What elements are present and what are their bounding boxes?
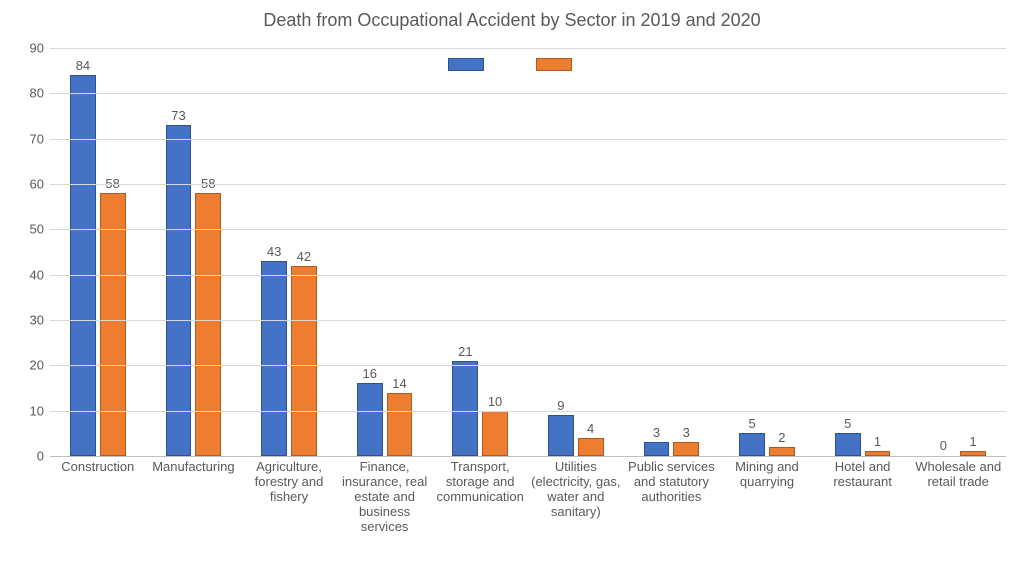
bar-value-label: 10	[488, 394, 502, 409]
grid-line	[50, 411, 1006, 412]
bar-value-label: 14	[392, 376, 406, 391]
bar: 3	[644, 442, 670, 456]
category-label: Hotel and restaurant	[815, 460, 911, 490]
bar-value-label: 42	[297, 249, 311, 264]
bar-value-label: 21	[458, 344, 472, 359]
bar-value-label: 2	[778, 430, 785, 445]
category-label: Finance, insurance, real estate and busi…	[337, 460, 433, 535]
y-tick-label: 90	[4, 41, 44, 56]
category-label: Mining and quarrying	[719, 460, 815, 490]
grid-line	[50, 184, 1006, 185]
bar-value-label: 5	[844, 416, 851, 431]
plot-area: 845873584342161421109433525101	[50, 48, 1006, 457]
bar: 42	[291, 266, 317, 456]
y-tick-label: 40	[4, 267, 44, 282]
bar-value-label: 43	[267, 244, 281, 259]
bar: 5	[835, 433, 861, 456]
bar: 58	[195, 193, 221, 456]
bar-value-label: 16	[363, 366, 377, 381]
y-tick-label: 20	[4, 358, 44, 373]
bars-layer: 845873584342161421109433525101	[50, 48, 1006, 456]
bar-value-label: 1	[874, 434, 881, 449]
bar: 43	[261, 261, 287, 456]
bar: 58	[100, 193, 126, 456]
chart-container: Death from Occupational Accident by Sect…	[0, 0, 1024, 566]
bar-value-label: 1	[969, 434, 976, 449]
y-tick-label: 80	[4, 86, 44, 101]
bar: 9	[548, 415, 574, 456]
y-tick-label: 60	[4, 177, 44, 192]
bar: 84	[70, 75, 96, 456]
category-label: Utilities (electricity, gas, water and s…	[528, 460, 624, 520]
bar: 73	[166, 125, 192, 456]
bar: 1	[960, 451, 986, 456]
bar-value-label: 0	[940, 438, 947, 453]
category-label: Agriculture, forestry and fishery	[241, 460, 337, 505]
bar: 5	[739, 433, 765, 456]
bar-value-label: 73	[171, 108, 185, 123]
bar: 14	[387, 393, 413, 456]
y-tick-label: 70	[4, 131, 44, 146]
bar-value-label: 84	[76, 58, 90, 73]
bar: 16	[357, 383, 383, 456]
y-tick-label: 50	[4, 222, 44, 237]
category-label: Construction	[50, 460, 146, 475]
bar: 21	[452, 361, 478, 456]
bar: 2	[769, 447, 795, 456]
category-label: Wholesale and retail trade	[910, 460, 1006, 490]
grid-line	[50, 320, 1006, 321]
category-label: Transport, storage and communication	[432, 460, 528, 505]
bar: 3	[673, 442, 699, 456]
bar: 1	[865, 451, 891, 456]
grid-line	[50, 93, 1006, 94]
category-label: Public services and statutory authoritie…	[624, 460, 720, 505]
y-tick-label: 0	[4, 449, 44, 464]
grid-line	[50, 48, 1006, 49]
y-tick-label: 30	[4, 313, 44, 328]
bar-value-label: 4	[587, 421, 594, 436]
bar-value-label: 3	[683, 425, 690, 440]
grid-line	[50, 365, 1006, 366]
bar-value-label: 5	[749, 416, 756, 431]
bar: 4	[578, 438, 604, 456]
grid-line	[50, 229, 1006, 230]
grid-line	[50, 139, 1006, 140]
category-label: Manufacturing	[146, 460, 242, 475]
grid-line	[50, 275, 1006, 276]
chart-title: Death from Occupational Accident by Sect…	[0, 10, 1024, 31]
bar-value-label: 3	[653, 425, 660, 440]
bar: 10	[482, 411, 508, 456]
y-tick-label: 10	[4, 403, 44, 418]
